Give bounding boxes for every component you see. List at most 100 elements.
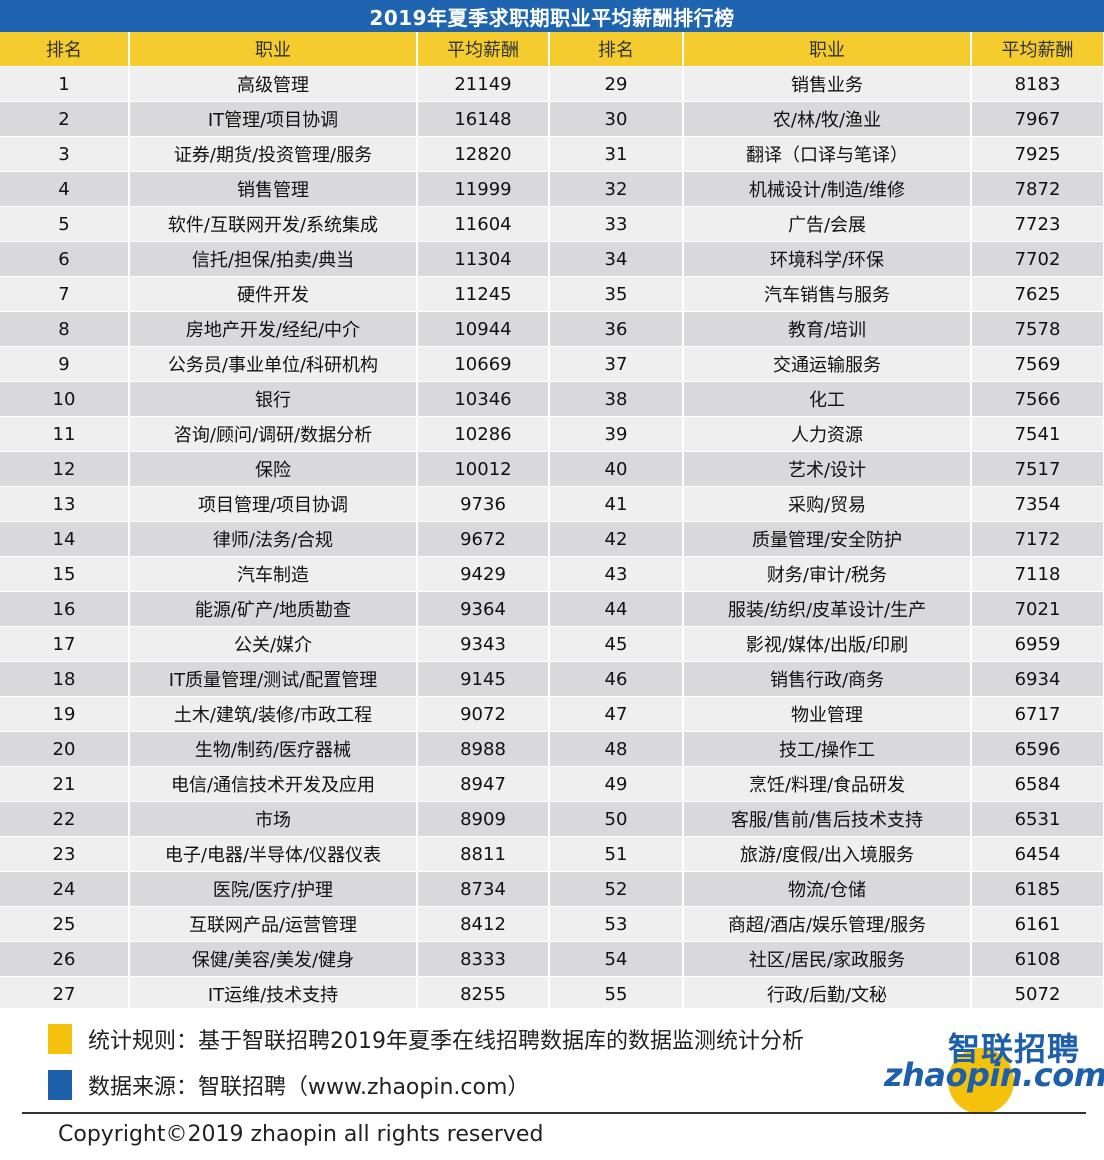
salary-cell-2: 6717: [971, 696, 1104, 732]
job-cell: IT运维/技术支持: [129, 976, 418, 1012]
job-cell: 硬件开发: [129, 276, 418, 312]
rank-cell: 21: [0, 766, 130, 802]
salary-cell-2: 7702: [971, 241, 1104, 277]
rank-cell: 27: [0, 976, 130, 1012]
job-cell: 信托/担保/拍卖/典当: [129, 241, 418, 277]
job-cell-2: 采购/贸易: [683, 486, 972, 522]
job-cell-2: 交通运输服务: [683, 346, 972, 382]
header-salary: 平均薪酬: [417, 32, 550, 67]
table-row: 25 互联网产品/运营管理 8412 53 商超/酒店/娱乐管理/服务 6161: [0, 906, 1104, 942]
salary-cell: 9429: [417, 556, 550, 592]
rank-cell-2: 30: [549, 101, 684, 137]
rank-cell-2: 45: [549, 626, 684, 662]
table-row: 23 电子/电器/半导体/仪器仪表 8811 51 旅游/度假/出入境服务 6454: [0, 836, 1104, 872]
salary-cell: 8734: [417, 871, 550, 907]
salary-cell: 8909: [417, 801, 550, 837]
job-cell: 医院/医疗/护理: [129, 871, 418, 907]
footer-divider: [22, 1112, 1086, 1114]
rank-cell: 22: [0, 801, 130, 837]
salary-cell: 10286: [417, 416, 550, 452]
job-cell: 公务员/事业单位/科研机构: [129, 346, 418, 382]
rank-cell-2: 36: [549, 311, 684, 347]
job-cell-2: 烹饪/料理/食品研发: [683, 766, 972, 802]
rank-cell: 14: [0, 521, 130, 557]
job-cell-2: 销售行政/商务: [683, 661, 972, 697]
job-cell-2: 艺术/设计: [683, 451, 972, 487]
table-row: 15 汽车制造 9429 43 财务/审计/税务 7118: [0, 556, 1104, 592]
table-row: 4 销售管理 11999 32 机械设计/制造/维修 7872: [0, 171, 1104, 207]
salary-cell: 9736: [417, 486, 550, 522]
salary-cell: 9672: [417, 521, 550, 557]
rank-cell: 24: [0, 871, 130, 907]
salary-cell-2: 7354: [971, 486, 1104, 522]
header-rank-2: 排名: [549, 32, 684, 67]
rank-cell: 8: [0, 311, 130, 347]
salary-cell-2: 6584: [971, 766, 1104, 802]
salary-cell: 21149: [417, 66, 550, 102]
salary-cell-2: 7118: [971, 556, 1104, 592]
rank-cell-2: 55: [549, 976, 684, 1012]
job-cell: 市场: [129, 801, 418, 837]
table-row: 19 土木/建筑/装修/市政工程 9072 47 物业管理 6717: [0, 696, 1104, 732]
rank-cell: 26: [0, 941, 130, 977]
job-cell-2: 行政/后勤/文秘: [683, 976, 972, 1012]
table-row: 14 律师/法务/合规 9672 42 质量管理/安全防护 7172: [0, 521, 1104, 557]
salary-cell: 9072: [417, 696, 550, 732]
table-row: 22 市场 8909 50 客服/售前/售后技术支持 6531: [0, 801, 1104, 837]
rank-cell-2: 42: [549, 521, 684, 557]
rank-cell-2: 47: [549, 696, 684, 732]
job-cell: IT管理/项目协调: [129, 101, 418, 137]
salary-cell-2: 7925: [971, 136, 1104, 172]
salary-cell: 10944: [417, 311, 550, 347]
salary-cell: 8947: [417, 766, 550, 802]
job-cell-2: 机械设计/制造/维修: [683, 171, 972, 207]
job-cell: IT质量管理/测试/配置管理: [129, 661, 418, 697]
yellow-square-icon: [48, 1024, 72, 1054]
rank-cell-2: 41: [549, 486, 684, 522]
rank-cell: 7: [0, 276, 130, 312]
salary-cell-2: 6161: [971, 906, 1104, 942]
logo-sun-icon: [948, 1048, 1014, 1114]
rank-cell: 23: [0, 836, 130, 872]
rank-cell-2: 44: [549, 591, 684, 627]
rank-cell: 11: [0, 416, 130, 452]
rank-cell-2: 49: [549, 766, 684, 802]
table-row: 13 项目管理/项目协调 9736 41 采购/贸易 7354: [0, 486, 1104, 522]
job-cell-2: 社区/居民/家政服务: [683, 941, 972, 977]
rank-cell-2: 52: [549, 871, 684, 907]
job-cell: 能源/矿产/地质勘查: [129, 591, 418, 627]
job-cell: 电子/电器/半导体/仪器仪表: [129, 836, 418, 872]
job-cell: 保险: [129, 451, 418, 487]
salary-cell-2: 7566: [971, 381, 1104, 417]
rank-cell-2: 29: [549, 66, 684, 102]
rank-cell: 16: [0, 591, 130, 627]
rank-cell-2: 43: [549, 556, 684, 592]
job-cell: 咨询/顾问/调研/数据分析: [129, 416, 418, 452]
salary-cell-2: 6454: [971, 836, 1104, 872]
footer: 统计规则：基于智联招聘2019年夏季在线招聘数据库的数据监测统计分析 数据来源：…: [0, 1008, 1104, 1160]
salary-cell-2: 7967: [971, 101, 1104, 137]
table-body: 1 高级管理 21149 29 销售业务 8183 2 IT管理/项目协调 16148 30 农/林…: [0, 66, 1104, 1046]
rank-cell: 10: [0, 381, 130, 417]
job-cell: 证券/期货/投资管理/服务: [129, 136, 418, 172]
salary-cell-2: 7172: [971, 521, 1104, 557]
rank-cell: 15: [0, 556, 130, 592]
rank-cell: 1: [0, 66, 130, 102]
blue-square-icon: [48, 1070, 72, 1100]
salary-cell: 11304: [417, 241, 550, 277]
rank-cell-2: 38: [549, 381, 684, 417]
table-row: 2 IT管理/项目协调 16148 30 农/林/牧/渔业 7967: [0, 101, 1104, 137]
rank-cell-2: 35: [549, 276, 684, 312]
job-cell: 软件/互联网开发/系统集成: [129, 206, 418, 242]
salary-cell: 8255: [417, 976, 550, 1012]
job-cell: 保健/美容/美发/健身: [129, 941, 418, 977]
copyright-text: Copyright©2019 zhaopin all rights reserv…: [58, 1122, 544, 1147]
rank-cell-2: 46: [549, 661, 684, 697]
rank-cell: 4: [0, 171, 130, 207]
rank-cell: 3: [0, 136, 130, 172]
salary-cell: 16148: [417, 101, 550, 137]
job-cell-2: 广告/会展: [683, 206, 972, 242]
data-source-note: 数据来源：智联招聘（www.zhaopin.com）: [48, 1070, 529, 1100]
table-row: 20 生物/制药/医疗器械 8988 48 技工/操作工 6596: [0, 731, 1104, 767]
salary-cell-2: 6185: [971, 871, 1104, 907]
